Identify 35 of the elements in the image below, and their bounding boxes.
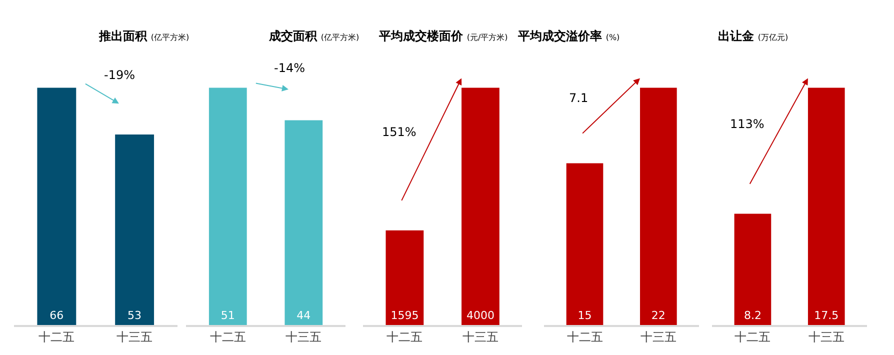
x-tick-label: 十二五 — [210, 330, 246, 344]
data-label: 66 — [50, 309, 64, 322]
data-label: 51 — [220, 309, 235, 322]
x-tick-label: 十二五 — [386, 330, 423, 344]
chart-title: 平均成交溢价率 — [517, 29, 602, 43]
data-label: 15 — [578, 309, 592, 322]
chart-title: 成交面积 — [268, 29, 318, 43]
data-label: 8.2 — [744, 309, 762, 322]
chart-title: 出让金 — [718, 29, 755, 43]
annotation: 113% — [730, 117, 764, 131]
annotation: 7.1 — [569, 91, 588, 105]
annotation: 151% — [382, 125, 416, 139]
chart-subtitle: (亿平方米) — [150, 33, 190, 42]
x-tick-label: 十二五 — [38, 330, 75, 344]
chart-title: 推出面积 — [98, 29, 148, 43]
x-tick-label: 十二五 — [734, 330, 771, 344]
chart-title: 平均成交楼面价 — [378, 29, 464, 43]
chart-subtitle: (亿平方米) — [320, 33, 360, 42]
data-label: 1595 — [390, 309, 419, 322]
text: -14% — [274, 61, 306, 75]
x-tick-label: 十三五 — [286, 330, 322, 344]
x-tick-label: 十三五 — [462, 330, 498, 344]
data-label: 22 — [651, 309, 666, 322]
chart-subtitle: (元/平方米) — [466, 33, 508, 42]
chart-subtitle: (%) — [606, 33, 620, 42]
data-label: 4000 — [466, 309, 494, 322]
data-label: 53 — [128, 309, 142, 322]
x-tick-label: 十三五 — [116, 330, 153, 344]
x-tick-label: 十三五 — [640, 330, 676, 344]
data-label: 44 — [296, 309, 311, 322]
x-tick-label: 十三五 — [808, 330, 844, 344]
data-label: 17.5 — [814, 309, 839, 322]
x-tick-label: 十二五 — [566, 330, 603, 344]
chart-subtitle: (万亿元) — [758, 33, 788, 42]
text: -19% — [104, 68, 136, 82]
